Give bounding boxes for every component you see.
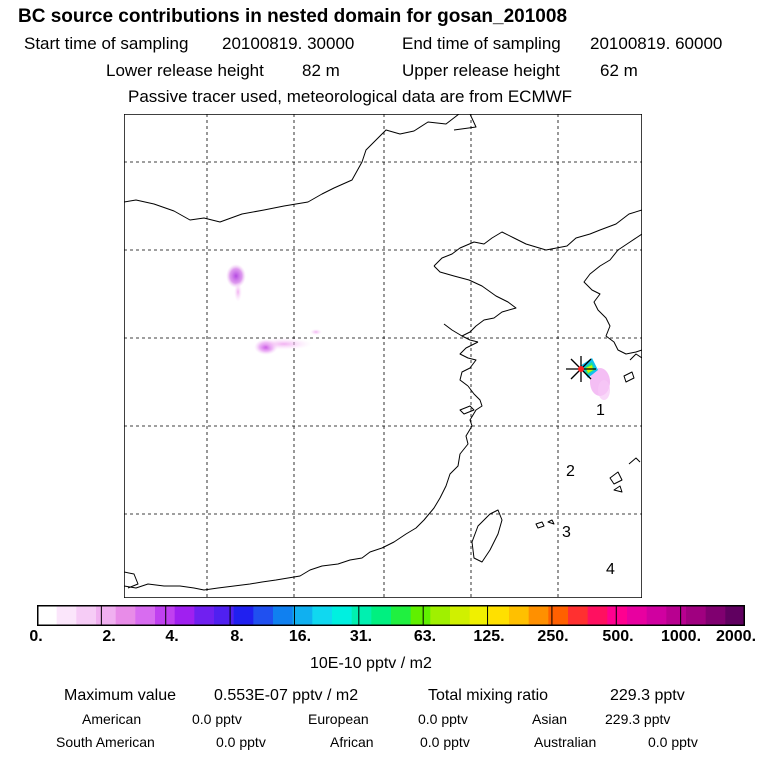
colorbar-swatch <box>351 605 372 626</box>
total-mixing-label: Total mixing ratio <box>428 687 549 704</box>
colorbar <box>37 605 745 626</box>
start-time-label: Start time of sampling <box>24 34 189 53</box>
ring-label-3: 3 <box>562 524 571 541</box>
colorbar-frame <box>37 605 745 626</box>
upper-release-label: Upper release height <box>402 61 560 80</box>
colorbar-swatch <box>253 605 274 626</box>
coastlines <box>124 114 642 591</box>
colorbar-swatch <box>155 605 176 626</box>
lower-release-value: 82 m <box>302 61 340 80</box>
colorbar-tick: 8. <box>230 628 244 645</box>
region-value: 0.0 pptv <box>418 711 468 727</box>
region-name: American <box>82 711 142 727</box>
colorbar-swatch <box>292 605 313 626</box>
region-value: 229.3 pptv <box>605 711 671 727</box>
colorbar-swatch <box>646 605 667 626</box>
end-time-label: End time of sampling <box>402 34 561 53</box>
colorbar-swatch <box>115 605 136 626</box>
colorbar-swatch <box>607 605 628 626</box>
colorbar-swatch <box>528 605 549 626</box>
colorbar-swatch <box>686 605 707 626</box>
colorbar-swatch <box>587 605 608 626</box>
region-name: Australian <box>534 734 597 750</box>
colorbar-swatch <box>469 605 490 626</box>
region-name: South American <box>56 734 155 750</box>
region-name: African <box>330 734 374 750</box>
colorbar-tick: 0. <box>29 628 43 645</box>
colorbar-swatch <box>627 605 648 626</box>
colorbar-swatch <box>76 605 97 626</box>
region-value: 0.0 pptv <box>216 734 266 750</box>
colorbar-tick: 2. <box>102 628 116 645</box>
lat-lon-grid <box>124 114 642 598</box>
lower-release-label: Lower release height <box>106 61 264 80</box>
star-icon <box>566 356 596 382</box>
receptor-plume <box>580 358 610 400</box>
meteo-note: Passive tracer used, meteorological data… <box>128 87 573 106</box>
colorbar-swatch <box>56 605 77 626</box>
region-value: 0.0 pptv <box>192 711 242 727</box>
colorbar-swatch <box>450 605 471 626</box>
region-name: Asian <box>532 711 568 727</box>
colorbar-swatch <box>273 605 294 626</box>
map-frame <box>124 114 642 598</box>
colorbar-swatch <box>332 605 353 626</box>
colorbar-swatch <box>174 605 195 626</box>
colorbar-swatch <box>135 605 156 626</box>
ring-label-1: 1 <box>596 402 605 419</box>
plume-north-tail <box>234 282 242 302</box>
colorbar-swatch <box>96 605 117 626</box>
colorbar-swatch <box>509 605 530 626</box>
figure-title: BC source contributions in nested domain… <box>18 6 568 27</box>
colorbar-swatch <box>410 605 431 626</box>
colorbar-swatch <box>430 605 451 626</box>
max-value-label: Maximum value <box>64 687 177 704</box>
colorbar-swatch <box>705 605 726 626</box>
ring-label-2: 2 <box>566 463 575 480</box>
colorbar-swatch <box>568 605 589 626</box>
colorbar-tick: 500. <box>602 628 634 645</box>
colorbar-swatch <box>194 605 215 626</box>
upper-release-value: 62 m <box>600 61 638 80</box>
total-mixing-value: 229.3 pptv <box>610 687 685 704</box>
colorbar-swatch <box>391 605 412 626</box>
colorbar-swatch <box>214 605 235 626</box>
ring-label-4: 4 <box>606 561 615 578</box>
plume-central-tail <box>256 338 312 350</box>
colorbar-swatch <box>312 605 333 626</box>
colorbar-swatch <box>489 605 510 626</box>
map-panel: 1 2 3 4 <box>124 114 642 598</box>
colorbar-swatch <box>233 605 254 626</box>
colorbar-units: 10E-10 pptv / m2 <box>310 655 432 672</box>
region-value: 0.0 pptv <box>420 734 470 750</box>
colorbar-tick: 31. <box>349 628 373 645</box>
colorbar-tick: 1000. <box>660 628 702 645</box>
colorbar-swatch <box>37 605 58 626</box>
colorbar-tick: 2000. <box>715 628 757 645</box>
colorbar-tick: 250. <box>537 628 569 645</box>
colorbar-tick: 16. <box>288 628 312 645</box>
plume-north <box>226 264 246 288</box>
colorbar-swatch <box>725 605 745 626</box>
region-value: 0.0 pptv <box>648 734 698 750</box>
max-value: 0.553E-07 pptv / m2 <box>214 687 359 704</box>
region-name: European <box>308 711 369 727</box>
colorbar-swatch <box>548 605 569 626</box>
end-time-value: 20100819. 60000 <box>590 34 723 53</box>
colorbar-tick: 125. <box>473 628 505 645</box>
colorbar-swatch <box>666 605 687 626</box>
start-time-value: 20100819. 30000 <box>222 34 355 53</box>
colorbar-tick: 63. <box>413 628 437 645</box>
plume-faint <box>310 329 322 335</box>
colorbar-swatch <box>371 605 392 626</box>
colorbar-tick: 4. <box>165 628 179 645</box>
